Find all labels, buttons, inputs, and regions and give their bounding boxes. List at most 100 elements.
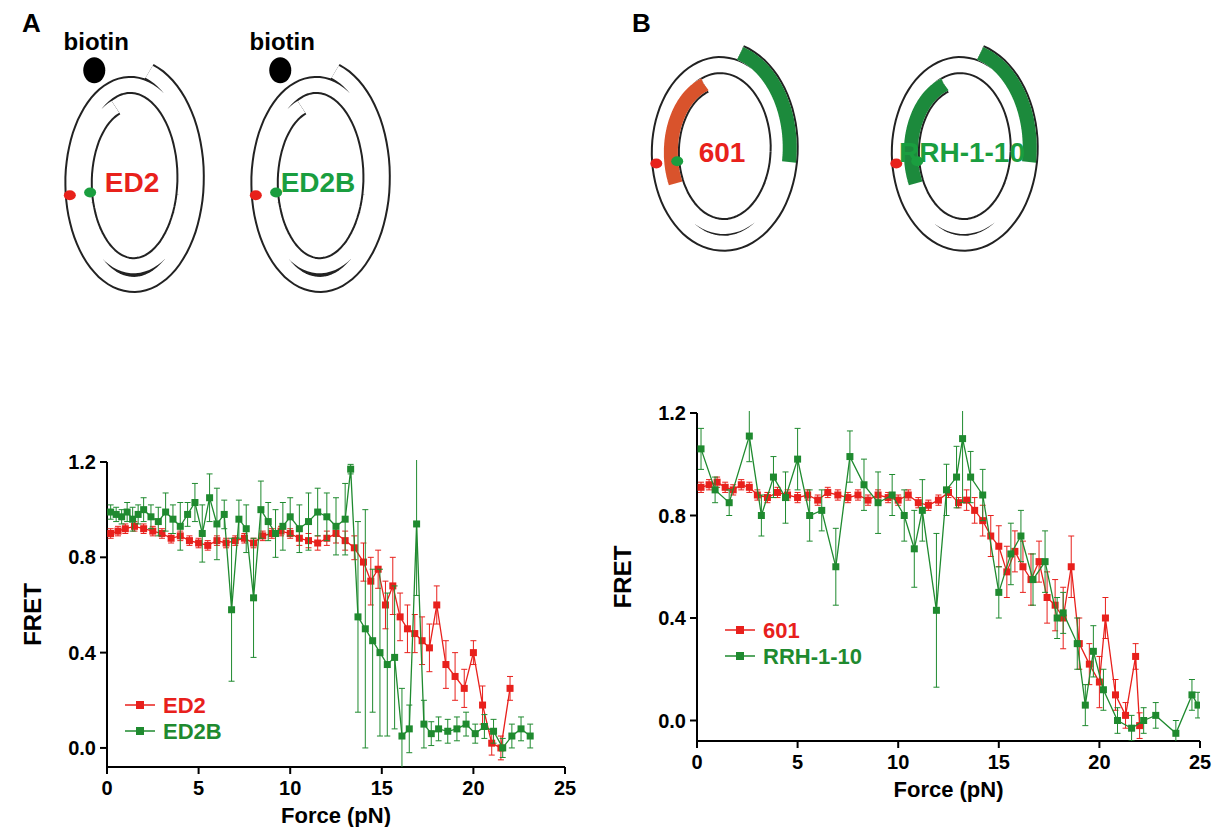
error-bar [186,536,192,546]
error-cap [1096,656,1102,657]
error-cap [960,502,966,503]
error-cap [159,538,165,539]
data-point [507,685,514,692]
error-cap [1068,536,1074,537]
error-cap [192,521,198,522]
data-point [527,733,534,740]
data-point [250,594,257,601]
data-point [243,525,250,532]
error-cap [833,528,839,529]
error-cap [815,495,821,496]
error-cap [1036,541,1042,542]
error-bar [199,505,205,562]
error-bar [1112,680,1118,711]
error-cap [825,497,831,498]
error-cap [943,464,949,465]
error-cap [236,500,242,501]
error-cap [964,510,970,511]
error-bar [698,482,704,492]
error-cap [434,624,440,625]
error-cap [1068,597,1074,598]
data-point [794,456,801,463]
error-cap [333,497,339,498]
schematic-label: 601 [699,137,746,168]
y-tick [100,461,107,463]
data-point [107,530,114,537]
error-bar [315,488,321,536]
error-cap [421,747,427,748]
error-cap [141,523,147,524]
error-cap [835,500,841,501]
error-cap [498,736,504,737]
error-bar [436,717,442,741]
data-point [1100,686,1107,693]
panel-letter: B [632,8,651,38]
error-bar [141,524,147,534]
data-point [1122,712,1129,719]
data-point [191,499,198,506]
error-cap [1004,597,1010,598]
error-cap [390,557,396,558]
error-cap [795,492,801,493]
error-cap [1195,717,1200,718]
error-cap [1054,597,1060,598]
error-cap [1102,597,1108,598]
legend: 601RRH-1-10 [725,618,862,669]
acceptor-dye [250,190,262,200]
error-cap [1030,553,1036,554]
data-point [782,494,789,501]
data-point [1090,648,1097,655]
data-point [1060,609,1067,616]
error-cap [1189,679,1195,680]
error-cap [265,502,271,503]
error-bar [452,653,458,701]
plot-area [698,411,1200,741]
error-cap [404,652,410,653]
error-cap [108,528,114,529]
error-cap [1096,707,1102,708]
error-bar [833,528,839,605]
error-bar [377,569,383,736]
error-cap [795,428,801,429]
data-point [919,507,926,514]
error-cap [119,523,125,524]
data-point [846,453,853,460]
error-bar [461,669,467,707]
error-bar [746,482,752,492]
legend: ED2ED2B [125,693,222,744]
error-cap [807,541,813,542]
data-point [1132,653,1139,660]
error-cap [491,719,497,720]
error-bar [421,700,427,748]
error-bar [1082,685,1088,726]
error-cap [163,492,169,493]
error-bar [795,428,801,490]
error-bar [845,492,851,502]
error-cap [348,464,354,465]
data-point [354,613,361,620]
error-cap [412,614,418,615]
data-point [726,499,733,506]
error-cap [1074,669,1080,670]
error-cap [426,671,432,672]
error-bar [746,411,752,462]
dna-outline [660,53,790,242]
data-point [995,589,1002,596]
data-point [518,725,525,732]
error-cap [698,469,704,470]
error-cap [130,531,136,532]
error-cap [205,540,211,541]
error-cap [333,554,339,555]
error-cap [1074,618,1080,619]
error-bar [280,503,286,551]
error-bar [342,483,348,554]
error-bar [807,490,813,541]
data-point [959,435,966,442]
data-point [706,481,713,488]
error-cap [1052,579,1058,580]
data-point [479,702,486,709]
error-cap [833,605,839,606]
error-cap [229,538,235,539]
data-point [875,499,882,506]
data-point [376,649,383,656]
